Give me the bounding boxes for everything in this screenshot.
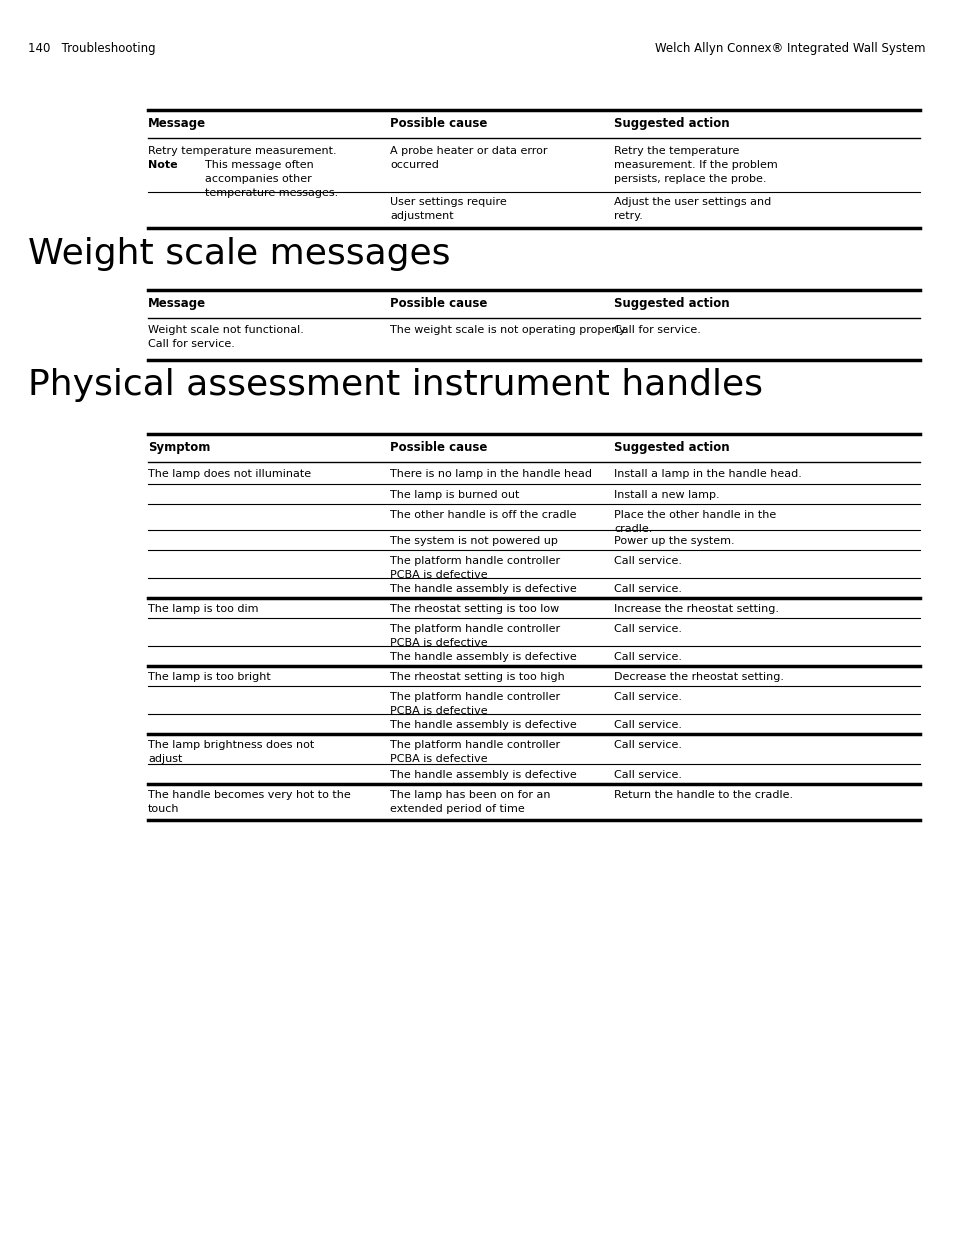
Text: Suggested action: Suggested action [614,117,729,130]
Text: Possible cause: Possible cause [390,117,487,130]
Text: retry.: retry. [614,211,642,221]
Text: Call service.: Call service. [614,769,681,781]
Text: The lamp is burned out: The lamp is burned out [390,490,518,500]
Text: PCBA is defective: PCBA is defective [390,571,487,580]
Text: Power up the system.: Power up the system. [614,536,734,546]
Text: Message: Message [148,296,206,310]
Text: touch: touch [148,804,179,814]
Text: Possible cause: Possible cause [390,296,487,310]
Text: cradle.: cradle. [614,524,652,534]
Text: There is no lamp in the handle head: There is no lamp in the handle head [390,469,592,479]
Text: User settings require: User settings require [390,198,506,207]
Text: Install a lamp in the handle head.: Install a lamp in the handle head. [614,469,801,479]
Text: The weight scale is not operating properly.: The weight scale is not operating proper… [390,325,627,335]
Text: Weight scale messages: Weight scale messages [28,237,450,270]
Text: Suggested action: Suggested action [614,296,729,310]
Text: 140   Troubleshooting: 140 Troubleshooting [28,42,155,56]
Text: Call service.: Call service. [614,740,681,750]
Text: temperature messages.: temperature messages. [205,188,338,198]
Text: The lamp brightness does not: The lamp brightness does not [148,740,314,750]
Text: measurement. If the problem: measurement. If the problem [614,161,777,170]
Text: adjust: adjust [148,755,182,764]
Text: The rheostat setting is too high: The rheostat setting is too high [390,672,564,682]
Text: The lamp does not illuminate: The lamp does not illuminate [148,469,311,479]
Text: The lamp has been on for an: The lamp has been on for an [390,790,550,800]
Text: This message often: This message often [205,161,314,170]
Text: Return the handle to the cradle.: Return the handle to the cradle. [614,790,792,800]
Text: persists, replace the probe.: persists, replace the probe. [614,174,765,184]
Text: Decrease the rheostat setting.: Decrease the rheostat setting. [614,672,783,682]
Text: Welch Allyn Connex® Integrated Wall System: Welch Allyn Connex® Integrated Wall Syst… [655,42,925,56]
Text: The handle assembly is defective: The handle assembly is defective [390,584,577,594]
Text: The system is not powered up: The system is not powered up [390,536,558,546]
Text: The handle assembly is defective: The handle assembly is defective [390,769,577,781]
Text: Install a new lamp.: Install a new lamp. [614,490,719,500]
Text: Call service.: Call service. [614,624,681,634]
Text: Retry the temperature: Retry the temperature [614,146,739,156]
Text: The platform handle controller: The platform handle controller [390,624,559,634]
Text: Note: Note [148,161,177,170]
Text: Message: Message [148,117,206,130]
Text: adjustment: adjustment [390,211,453,221]
Text: Call for service.: Call for service. [148,338,234,350]
Text: Call service.: Call service. [614,720,681,730]
Text: Call for service.: Call for service. [614,325,700,335]
Text: The handle becomes very hot to the: The handle becomes very hot to the [148,790,351,800]
Text: The handle assembly is defective: The handle assembly is defective [390,720,577,730]
Text: The other handle is off the cradle: The other handle is off the cradle [390,510,576,520]
Text: Call service.: Call service. [614,692,681,701]
Text: extended period of time: extended period of time [390,804,524,814]
Text: PCBA is defective: PCBA is defective [390,638,487,648]
Text: Suggested action: Suggested action [614,441,729,454]
Text: The platform handle controller: The platform handle controller [390,556,559,566]
Text: Place the other handle in the: Place the other handle in the [614,510,776,520]
Text: Possible cause: Possible cause [390,441,487,454]
Text: The lamp is too bright: The lamp is too bright [148,672,271,682]
Text: Call service.: Call service. [614,584,681,594]
Text: Call service.: Call service. [614,652,681,662]
Text: A probe heater or data error: A probe heater or data error [390,146,547,156]
Text: Symptom: Symptom [148,441,211,454]
Text: Weight scale not functional.: Weight scale not functional. [148,325,304,335]
Text: Retry temperature measurement.: Retry temperature measurement. [148,146,336,156]
Text: Physical assessment instrument handles: Physical assessment instrument handles [28,368,762,403]
Text: occurred: occurred [390,161,438,170]
Text: PCBA is defective: PCBA is defective [390,706,487,716]
Text: PCBA is defective: PCBA is defective [390,755,487,764]
Text: accompanies other: accompanies other [205,174,312,184]
Text: The lamp is too dim: The lamp is too dim [148,604,258,614]
Text: Call service.: Call service. [614,556,681,566]
Text: The platform handle controller: The platform handle controller [390,692,559,701]
Text: The rheostat setting is too low: The rheostat setting is too low [390,604,558,614]
Text: Increase the rheostat setting.: Increase the rheostat setting. [614,604,779,614]
Text: Adjust the user settings and: Adjust the user settings and [614,198,770,207]
Text: The handle assembly is defective: The handle assembly is defective [390,652,577,662]
Text: The platform handle controller: The platform handle controller [390,740,559,750]
